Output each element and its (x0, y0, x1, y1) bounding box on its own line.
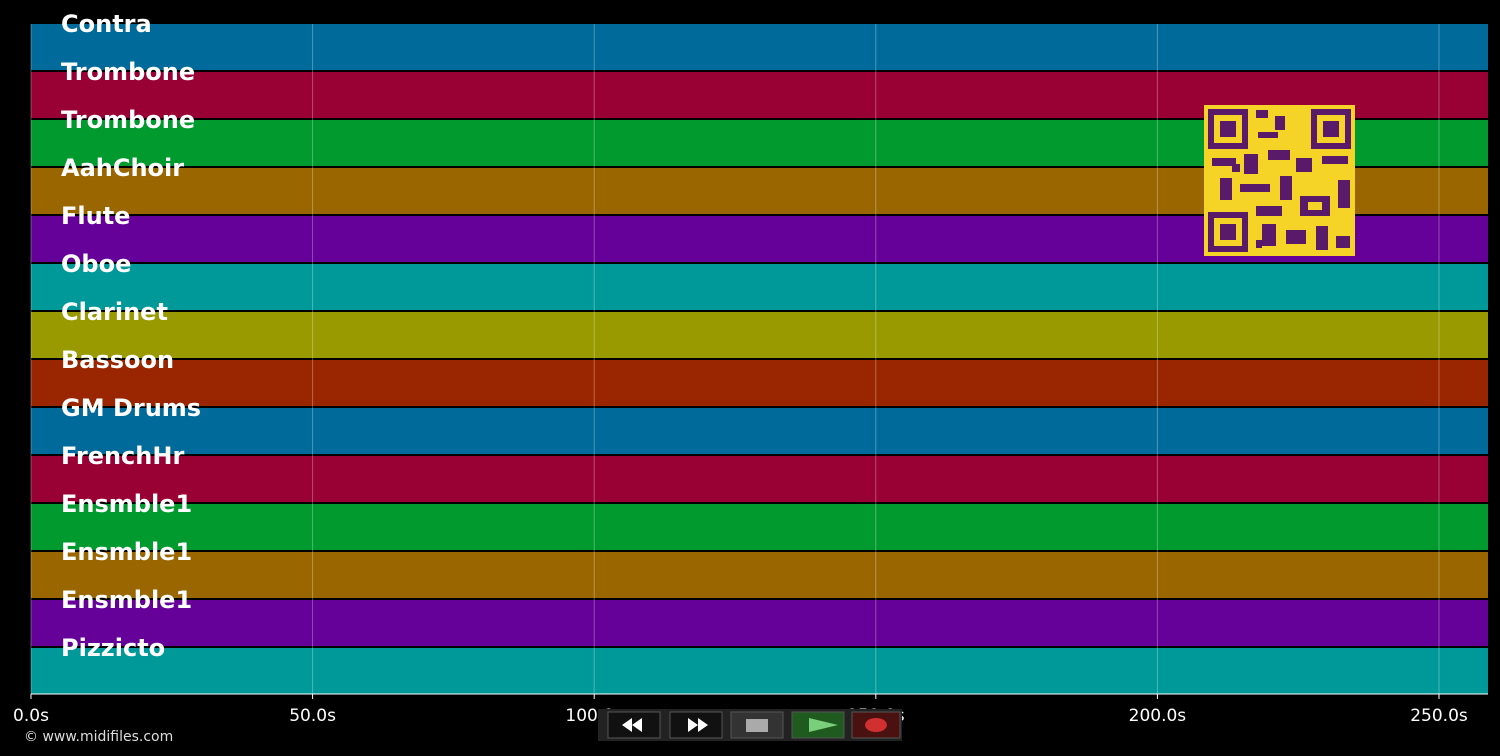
track-lane (31, 24, 1488, 70)
track-name: AahChoir (61, 154, 184, 182)
track-name: FrenchHr (61, 442, 184, 470)
track-name: Ensmble1 (61, 490, 192, 518)
x-tick-label: 250.0s (1410, 706, 1468, 726)
transport-controls (598, 709, 902, 741)
track-lane (31, 408, 1488, 454)
track-lane (31, 312, 1488, 358)
track-labels: Contra Trombone Trombone AahChoir Flute Oboe C… (61, 10, 201, 662)
stop-button[interactable] (730, 711, 784, 739)
track-name: Contra (61, 10, 152, 38)
x-tick-label: 50.0s (289, 706, 336, 726)
copyright: © www.midifiles.com (24, 729, 173, 745)
record-button[interactable] (851, 711, 901, 739)
rewind-button[interactable] (607, 711, 661, 739)
track-name: Pizzicto (61, 634, 165, 662)
track-lane (31, 456, 1488, 502)
track-name: Trombone (61, 58, 195, 86)
track-name: Oboe (61, 250, 131, 278)
play-button[interactable] (791, 711, 845, 739)
track-name: Bassoon (61, 346, 174, 374)
track-lane (31, 504, 1488, 550)
track-lane (31, 360, 1488, 406)
track-lane (31, 648, 1488, 694)
track-name: Clarinet (61, 298, 168, 326)
track-name: Ensmble1 (61, 586, 192, 614)
track-name: GM Drums (61, 394, 201, 422)
track-name: Flute (61, 202, 130, 230)
track-name: Trombone (61, 106, 195, 134)
x-tick-label: 0.0s (13, 706, 49, 726)
qr-code (1204, 105, 1355, 256)
x-tick-label: 200.0s (1129, 706, 1187, 726)
track-lane (31, 264, 1488, 310)
track-name: Ensmble1 (61, 538, 192, 566)
grid (30, 24, 1440, 694)
track-lane (31, 600, 1488, 646)
forward-button[interactable] (669, 711, 723, 739)
track-lane (31, 552, 1488, 598)
